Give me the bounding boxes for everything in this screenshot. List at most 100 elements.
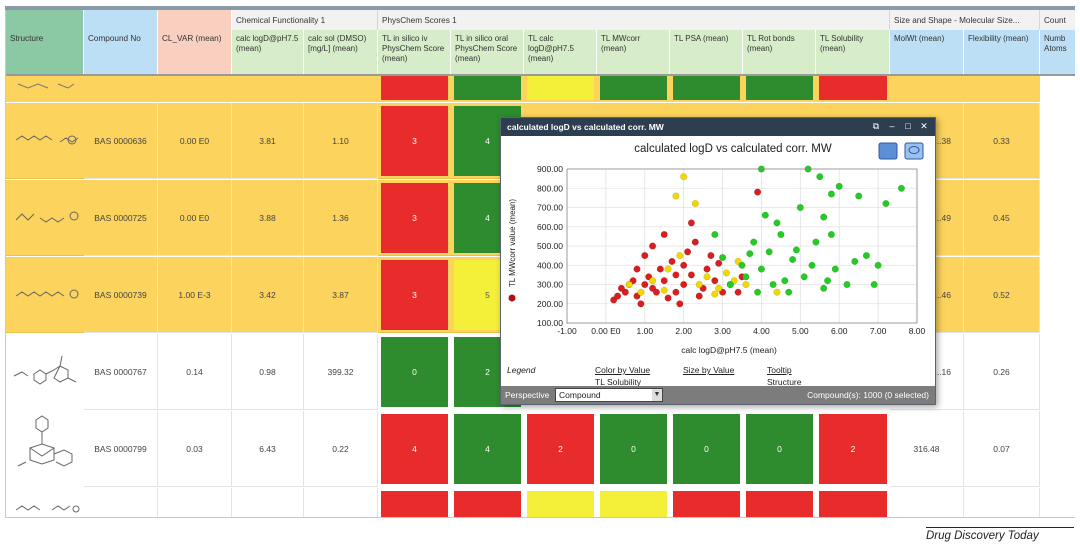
data-point[interactable]: [750, 238, 758, 246]
data-point[interactable]: [722, 269, 730, 277]
data-point[interactable]: [684, 248, 692, 256]
data-point[interactable]: [792, 246, 800, 254]
col-header-tl-solubility[interactable]: TL Solubility (mean): [816, 30, 890, 74]
col-header-cl-var[interactable]: CL_VAR (mean): [158, 10, 232, 74]
data-point[interactable]: [625, 280, 633, 288]
data-point[interactable]: [754, 288, 762, 296]
col-header-flexibility[interactable]: Flexibility (mean): [964, 30, 1040, 74]
data-point[interactable]: [800, 273, 808, 281]
data-point[interactable]: [711, 230, 719, 238]
data-point[interactable]: [711, 277, 719, 285]
data-point[interactable]: [742, 273, 750, 281]
data-point[interactable]: [672, 192, 680, 200]
col-header-num-atoms[interactable]: Numb Atoms: [1040, 30, 1075, 74]
data-point[interactable]: [676, 252, 684, 260]
data-point[interactable]: [862, 252, 870, 260]
data-point[interactable]: [796, 203, 804, 211]
maximize-icon[interactable]: □: [905, 121, 911, 131]
data-point[interactable]: [633, 265, 641, 273]
col-header-compound-no[interactable]: Compound No: [84, 10, 158, 74]
select-tool-button[interactable]: [878, 142, 898, 160]
data-point[interactable]: [676, 300, 684, 308]
data-point[interactable]: [680, 173, 688, 181]
data-point[interactable]: [726, 280, 734, 288]
data-point[interactable]: [851, 257, 859, 265]
data-point[interactable]: [808, 261, 816, 269]
col-header-calc-sol[interactable]: calc sol (DMSO) [mg/L] (mean): [304, 30, 378, 74]
data-point[interactable]: [660, 230, 668, 238]
data-point[interactable]: [649, 242, 657, 250]
data-point[interactable]: [773, 219, 781, 227]
data-point[interactable]: [816, 173, 824, 181]
col-header-calc-logd[interactable]: calc logD@pH7.5 (mean): [232, 30, 304, 74]
data-point[interactable]: [664, 294, 672, 302]
lasso-tool-button[interactable]: [904, 142, 924, 160]
data-point[interactable]: [835, 182, 843, 190]
chevron-down-icon[interactable]: ▼: [652, 389, 662, 401]
col-header-tl-iv-score[interactable]: TL in silico iv PhysChem Score (mean): [378, 30, 451, 74]
data-point[interactable]: [855, 192, 863, 200]
chart-window[interactable]: calculated logD vs calculated corr. MW ⧉…: [500, 117, 936, 405]
data-point[interactable]: [773, 288, 781, 296]
data-point[interactable]: [672, 271, 680, 279]
data-point[interactable]: [827, 190, 835, 198]
data-point[interactable]: [641, 280, 649, 288]
scatter-plot[interactable]: calculated logD vs calculated corr. MW -…: [503, 138, 933, 360]
data-point[interactable]: [785, 288, 793, 296]
data-point[interactable]: [820, 284, 828, 292]
minimize-icon[interactable]: –: [889, 121, 895, 131]
legend-color-by-label[interactable]: Color by Value: [595, 365, 651, 375]
data-point[interactable]: [660, 277, 668, 285]
data-point[interactable]: [757, 265, 765, 273]
data-point[interactable]: [695, 292, 703, 300]
data-point[interactable]: [831, 265, 839, 273]
legend-color-by[interactable]: Color by Value TL Solubility: [595, 364, 650, 388]
data-point[interactable]: [691, 238, 699, 246]
col-header-molwt[interactable]: MolWt (mean): [890, 30, 964, 74]
data-point[interactable]: [691, 200, 699, 208]
data-point[interactable]: [703, 273, 711, 281]
group-header-count[interactable]: Count: [1040, 10, 1075, 30]
data-point[interactable]: [754, 188, 762, 196]
data-point[interactable]: [614, 292, 622, 300]
col-header-tl-psa[interactable]: TL PSA (mean): [670, 30, 743, 74]
data-point[interactable]: [687, 271, 695, 279]
data-point[interactable]: [812, 238, 820, 246]
data-point[interactable]: [664, 265, 672, 273]
perspective-select[interactable]: Compound ▼: [555, 388, 663, 402]
col-header-structure[interactable]: Structure: [6, 10, 84, 74]
data-point[interactable]: [734, 288, 742, 296]
group-header-chemical-functionality[interactable]: Chemical Functionality 1: [232, 10, 378, 30]
group-header-physchem-scores[interactable]: PhysChem Scores 1: [378, 10, 890, 30]
data-point[interactable]: [680, 261, 688, 269]
data-point[interactable]: [897, 184, 905, 192]
data-point[interactable]: [769, 280, 777, 288]
data-point[interactable]: [820, 213, 828, 221]
data-point[interactable]: [824, 277, 832, 285]
data-point[interactable]: [882, 200, 890, 208]
legend-size-by[interactable]: Size by Value: [683, 364, 734, 376]
chart-window-title[interactable]: calculated logD vs calculated corr. MW: [501, 118, 935, 136]
data-point[interactable]: [738, 261, 746, 269]
data-point[interactable]: [652, 288, 660, 296]
col-header-tl-oral-score[interactable]: TL in silico oral PhysChem Score (mean): [451, 30, 524, 74]
data-point[interactable]: [649, 277, 657, 285]
data-point[interactable]: [843, 280, 851, 288]
data-point[interactable]: [672, 288, 680, 296]
data-point[interactable]: [761, 211, 769, 219]
col-header-tl-mwcorr[interactable]: TL MWcorr (mean): [597, 30, 670, 74]
data-point[interactable]: [711, 290, 719, 298]
data-point[interactable]: [660, 286, 668, 294]
data-point[interactable]: [656, 265, 664, 273]
data-point[interactable]: [687, 219, 695, 227]
data-point[interactable]: [680, 280, 688, 288]
legend-tooltip-field[interactable]: Structure: [767, 377, 802, 387]
col-header-tl-rot-bonds[interactable]: TL Rot bonds (mean): [743, 30, 816, 74]
data-point[interactable]: [781, 277, 789, 285]
col-header-tl-calc-logd[interactable]: TL calc logD@pH7.5 (mean): [524, 30, 597, 74]
data-point[interactable]: [668, 257, 676, 265]
data-point[interactable]: [707, 252, 715, 260]
data-point[interactable]: [617, 284, 625, 292]
restore-icon[interactable]: ⧉: [872, 121, 880, 131]
close-icon[interactable]: ✕: [920, 121, 928, 131]
